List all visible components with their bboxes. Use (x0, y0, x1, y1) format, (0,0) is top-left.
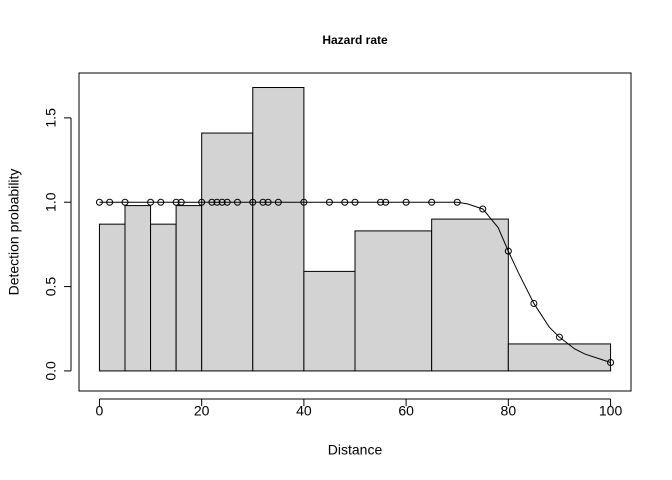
bar (431, 218, 509, 372)
bar (98, 223, 126, 372)
data-point (382, 198, 390, 206)
x-tick-label: 80 (501, 403, 517, 419)
data-point (233, 198, 241, 206)
bar (175, 205, 203, 372)
bar (252, 87, 305, 372)
bar (201, 132, 254, 372)
y-tick-label: 0.0 (43, 361, 59, 381)
y-tick-label: 1.0 (43, 192, 59, 212)
fitted-line (99, 201, 611, 363)
data-point (147, 198, 155, 206)
y-axis-label: Detection probability (6, 169, 22, 296)
data-point (402, 198, 410, 206)
data-point (504, 247, 512, 255)
data-point (223, 198, 231, 206)
data-point (172, 198, 180, 206)
x-tick-label: 0 (96, 403, 104, 419)
x-tick-label: 20 (194, 403, 210, 419)
y-tick-label: 1.5 (43, 108, 59, 128)
data-point (341, 198, 349, 206)
bar (303, 270, 356, 372)
data-point (95, 198, 103, 206)
data-point (249, 198, 257, 206)
data-point (213, 198, 221, 206)
bar (124, 205, 152, 372)
data-point (198, 198, 206, 206)
data-point (377, 198, 385, 206)
data-point (607, 358, 615, 366)
data-point (530, 299, 538, 307)
data-point (259, 198, 267, 206)
data-point (218, 198, 226, 206)
bar (354, 230, 433, 372)
data-point (325, 198, 333, 206)
x-tick-label: 60 (398, 403, 414, 419)
data-point (300, 198, 308, 206)
plot-frame (78, 72, 632, 392)
data-point (157, 198, 165, 206)
chart-title: Hazard rate (322, 33, 388, 47)
bar (507, 343, 612, 372)
data-point (121, 198, 129, 206)
x-axis-label: Distance (328, 442, 383, 458)
data-point (555, 333, 563, 341)
x-tick-label: 100 (599, 403, 623, 419)
data-point (351, 198, 359, 206)
data-point (264, 198, 272, 206)
data-point (274, 198, 282, 206)
data-point (479, 205, 487, 213)
data-point (453, 198, 461, 206)
x-tick-label: 40 (296, 403, 312, 419)
data-point (428, 198, 436, 206)
data-point (177, 198, 185, 206)
data-point (106, 198, 114, 206)
data-point (208, 198, 216, 206)
y-tick-label: 0.5 (43, 277, 59, 297)
bar (150, 223, 177, 372)
